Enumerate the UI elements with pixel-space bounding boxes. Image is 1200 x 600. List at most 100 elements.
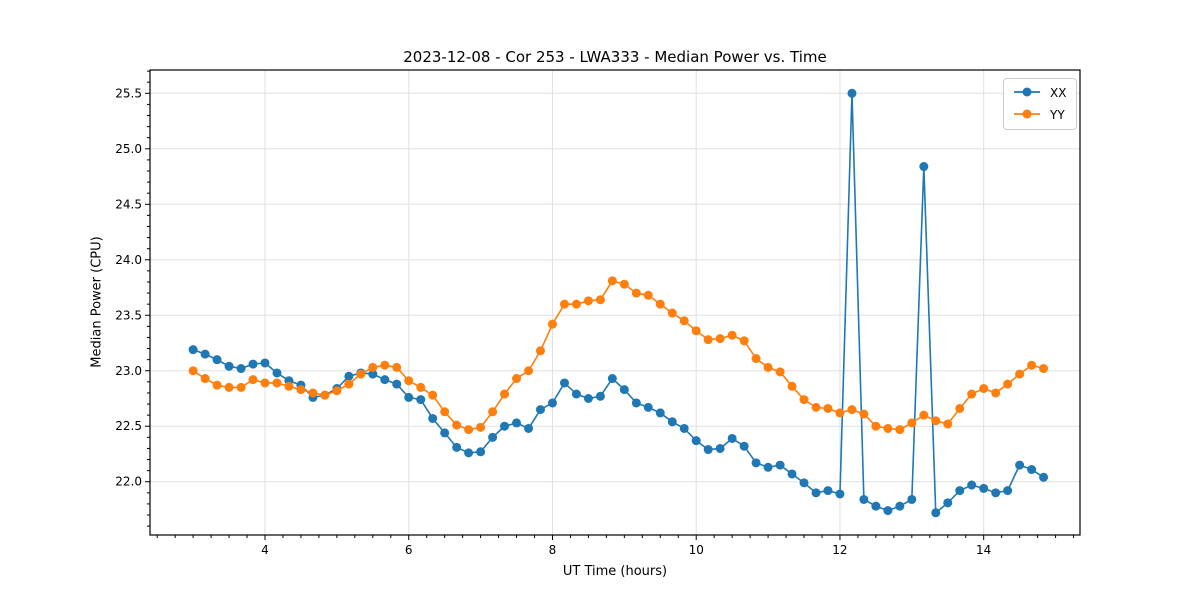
data-point-YY [883, 423, 893, 433]
data-point-YY [979, 384, 989, 394]
chart-title: 2023-12-08 - Cor 253 - LWA333 - Median P… [403, 48, 827, 66]
data-point-YY [488, 407, 498, 417]
data-point-YY [955, 403, 965, 413]
data-point-YY [320, 390, 330, 400]
data-point-XX [847, 88, 857, 98]
data-point-YY [835, 408, 845, 418]
legend-line-marker-xx-icon [1012, 84, 1042, 103]
data-point-XX [835, 489, 845, 499]
data-point-YY [811, 402, 821, 412]
data-point-YY [799, 395, 809, 405]
data-point-XX [392, 379, 402, 389]
x-tick-label: 10 [689, 543, 704, 557]
data-point-YY [691, 326, 701, 336]
data-point-YY [775, 367, 785, 377]
data-point-YY [607, 276, 617, 286]
tick-labels: 4 6 8 10 12 14 22.0 22.5 23.0 23.5 24.0 24.5 25.0 25.… [115, 86, 991, 557]
data-point-YY [260, 378, 270, 388]
data-point-XX [464, 448, 474, 458]
data-point-XX [224, 361, 234, 371]
data-point-XX [500, 421, 510, 431]
data-point-XX [919, 162, 929, 172]
data-point-XX [452, 442, 462, 452]
series-XX [188, 88, 1049, 518]
legend-entry-xx: XX [1012, 84, 1066, 102]
data-point-XX [380, 375, 390, 385]
data-point-YY [643, 290, 653, 300]
data-point-YY [308, 388, 318, 398]
data-point-YY [272, 378, 282, 388]
data-point-YY [200, 374, 210, 384]
data-point-YY [715, 334, 725, 344]
data-point-XX [583, 394, 593, 403]
data-point-YY [739, 336, 749, 346]
data-point-XX [344, 371, 354, 381]
data-point-YY [416, 382, 426, 392]
data-point-YY [476, 422, 486, 432]
data-point-XX [763, 462, 773, 472]
y-tick-label: 22.0 [115, 475, 142, 489]
y-tick-label: 25.0 [115, 142, 142, 156]
y-tick-label: 24.0 [115, 253, 142, 267]
data-point-XX [476, 447, 486, 457]
plot-border [149, 69, 1081, 536]
data-point-XX [787, 469, 797, 479]
data-point-XX [595, 391, 605, 401]
y-tick-label: 23.0 [115, 364, 142, 378]
data-point-YY [464, 425, 474, 435]
data-point-YY [440, 407, 450, 417]
data-point-XX [619, 385, 629, 395]
data-point-XX [524, 423, 534, 433]
data-point-XX [703, 445, 713, 455]
data-point-XX [871, 501, 881, 511]
data-point-XX [188, 345, 198, 355]
data-point-YY [655, 299, 665, 309]
data-point-YY [1015, 369, 1025, 379]
data-point-XX [739, 441, 749, 451]
data-point-YY [907, 418, 917, 428]
data-point-YY [583, 296, 593, 306]
data-point-YY [332, 386, 342, 396]
data-point-YY [212, 380, 222, 390]
data-point-XX [955, 486, 965, 496]
data-point-YY [428, 390, 438, 400]
data-point-YY [595, 295, 605, 305]
data-point-XX [895, 501, 905, 511]
data-point-XX [715, 443, 725, 453]
data-point-XX [643, 402, 653, 412]
data-point-XX [931, 508, 941, 518]
data-point-XX [967, 480, 977, 490]
data-point-XX [667, 417, 677, 427]
data-point-YY [943, 419, 953, 429]
data-point-XX [979, 483, 989, 493]
data-point-XX [260, 358, 270, 368]
data-point-YY [751, 354, 761, 364]
data-point-XX [236, 364, 246, 374]
data-point-YY [847, 405, 857, 415]
data-point-YY [380, 360, 390, 370]
data-point-XX [679, 423, 689, 433]
data-point-YY [1003, 379, 1013, 389]
x-tick-label: 12 [832, 543, 847, 557]
x-tick-label: 6 [405, 543, 413, 557]
legend-line-marker-yy-icon [1012, 106, 1042, 125]
data-point-YY [404, 376, 414, 386]
data-point-YY [679, 316, 689, 326]
data-point-YY [991, 388, 1001, 398]
data-point-YY [344, 379, 354, 389]
data-point-YY [236, 382, 246, 392]
data-point-YY [571, 299, 581, 309]
data-point-YY [356, 369, 366, 379]
data-point-YY [1039, 364, 1049, 374]
data-point-YY [1027, 360, 1037, 370]
x-tick-label: 4 [261, 543, 269, 557]
data-point-YY [895, 425, 905, 435]
data-point-YY [631, 288, 641, 298]
data-point-XX [535, 405, 545, 415]
data-point-XX [404, 392, 414, 402]
data-point-XX [631, 398, 641, 408]
x-axis-label: UT Time (hours) [562, 564, 668, 579]
